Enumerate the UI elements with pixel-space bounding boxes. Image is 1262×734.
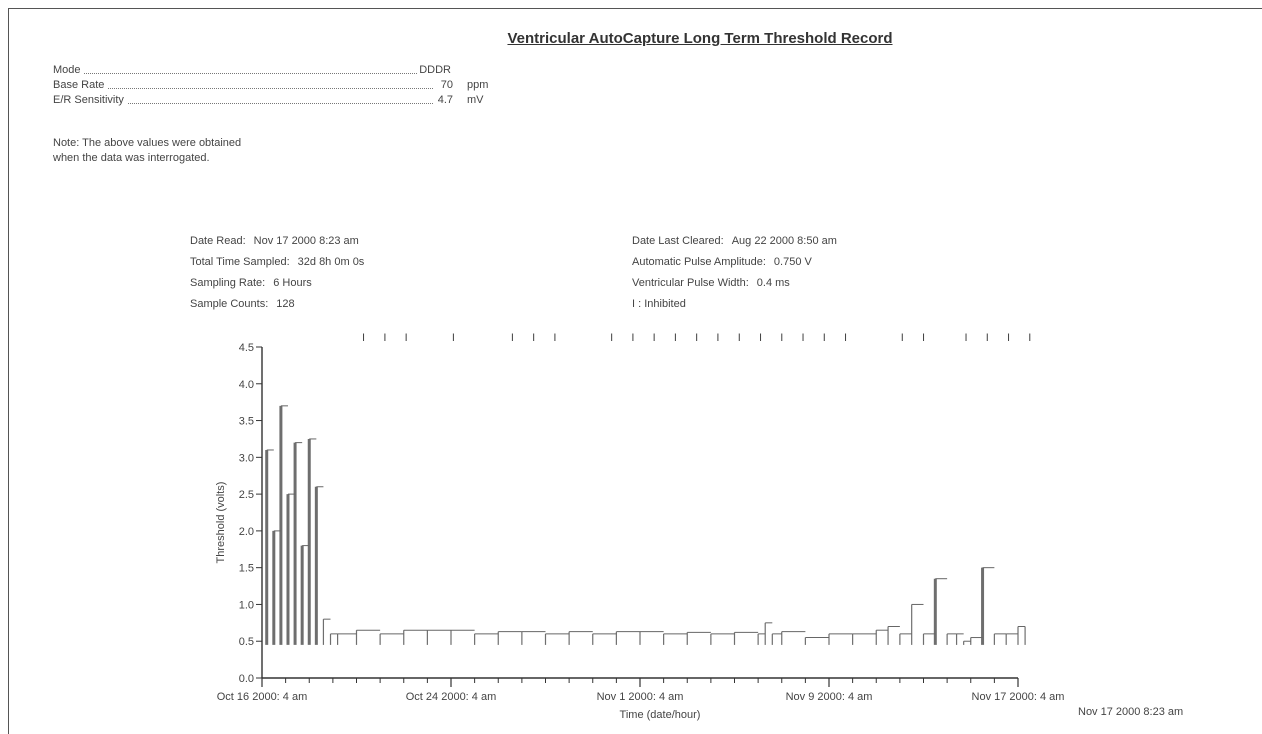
param-unit: ppm xyxy=(467,79,489,91)
inhibited-marker: I xyxy=(1007,332,1010,344)
inhibited-marker: I xyxy=(780,332,783,344)
info-left: Date Read: Nov 17 2000 8:23 am Total Time… xyxy=(190,231,364,315)
param-value: DDDR xyxy=(417,64,451,76)
info-row: Total Time Sampled: 32d 8h 0m 0s xyxy=(190,252,364,273)
x-tick-label: Oct 16 2000: 4 am xyxy=(217,691,308,703)
info-key: Date Read: xyxy=(190,235,246,247)
print-timestamp: Nov 17 2000 8:23 am xyxy=(1078,706,1184,718)
y-tick-label: 1.5 xyxy=(239,563,254,575)
inhibited-marker: I xyxy=(738,332,741,344)
inhibited-marker: I xyxy=(759,332,762,344)
info-row: Sampling Rate: 6 Hours xyxy=(190,273,364,294)
y-tick-label: 0.5 xyxy=(239,636,254,648)
inhibited-marker: I xyxy=(716,332,719,344)
leader-dots xyxy=(53,73,433,74)
info-value: 0.750 V xyxy=(773,256,812,268)
y-tick-label: 0.0 xyxy=(239,673,254,685)
inhibited-marker: I xyxy=(844,332,847,344)
y-axis-label: Threshold (volts) xyxy=(215,482,227,564)
info-key: I : Inhibited xyxy=(632,298,686,310)
leader-dots xyxy=(53,88,433,89)
inhibited-marker: I xyxy=(383,332,386,344)
leader-dots xyxy=(53,103,433,104)
note-line: Note: The above values were obtained xyxy=(53,137,242,149)
inhibited-marker: I xyxy=(922,332,925,344)
inhibited-marker: I xyxy=(452,332,455,344)
x-tick-label: Oct 24 2000: 4 am xyxy=(406,691,497,703)
info-row: Sample Counts: 128 xyxy=(190,294,364,315)
param-list: Mode DDDR Base Rate 70 ppm E/R Sensitivi… xyxy=(53,64,513,109)
note-line: when the data was interrogated. xyxy=(53,152,210,164)
info-key: Sample Counts: xyxy=(190,298,269,310)
inhibited-marker: I xyxy=(405,332,408,344)
inhibited-marker: I xyxy=(553,332,556,344)
y-tick-label: 4.5 xyxy=(239,342,254,354)
info-key: Automatic Pulse Amplitude: xyxy=(632,256,766,268)
param-value: 4.7 xyxy=(435,94,453,106)
info-key: Date Last Cleared: xyxy=(632,235,724,247)
info-row: I : Inhibited xyxy=(632,294,837,315)
info-value: 6 Hours xyxy=(273,277,312,289)
y-tick-label: 2.5 xyxy=(239,489,254,501)
report-frame xyxy=(8,8,1262,734)
inhibited-marker: I xyxy=(695,332,698,344)
param-row-base-rate: Base Rate 70 ppm xyxy=(53,79,513,94)
param-value: 70 xyxy=(438,79,453,91)
inhibited-marker: I xyxy=(964,332,967,344)
y-tick-label: 3.5 xyxy=(239,416,254,428)
inhibited-marker: I xyxy=(631,332,634,344)
inhibited-marker: I xyxy=(610,332,613,344)
x-axis-label: Time (date/hour) xyxy=(620,709,701,721)
param-name: E/R Sensitivity xyxy=(53,94,127,106)
info-row: Date Read: Nov 17 2000 8:23 am xyxy=(190,231,364,252)
info-value: Aug 22 2000 8:50 am xyxy=(731,235,837,247)
info-value: Nov 17 2000 8:23 am xyxy=(253,235,359,247)
info-row: Automatic Pulse Amplitude: 0.750 V xyxy=(632,252,837,273)
inhibited-marker: I xyxy=(532,332,535,344)
report-title: Ventricular AutoCapture Long Term Thresh… xyxy=(507,30,893,47)
info-value: 0.4 ms xyxy=(756,277,790,289)
inhibited-marker: I xyxy=(653,332,656,344)
note-text: Note: The above values were obtained whe… xyxy=(53,136,373,166)
inhibited-marker: I xyxy=(801,332,804,344)
x-tick-label: Nov 1 2000: 4 am xyxy=(597,691,684,703)
info-row: Date Last Cleared: Aug 22 2000 8:50 am xyxy=(632,231,837,252)
info-row: Ventricular Pulse Width: 0.4 ms xyxy=(632,273,837,294)
y-tick-label: 4.0 xyxy=(239,379,254,391)
info-key: Ventricular Pulse Width: xyxy=(632,277,749,289)
param-name: Mode xyxy=(53,64,84,76)
param-name: Base Rate xyxy=(53,79,108,91)
info-value: 128 xyxy=(276,298,295,310)
inhibited-marker: I xyxy=(362,332,365,344)
inhibited-marker: I xyxy=(674,332,677,344)
info-value: 32d 8h 0m 0s xyxy=(297,256,365,268)
info-right: Date Last Cleared: Aug 22 2000 8:50 am Au… xyxy=(632,231,837,315)
param-row-sensitivity: E/R Sensitivity 4.7 mV xyxy=(53,94,513,109)
y-tick-label: 1.0 xyxy=(239,599,254,611)
param-unit: mV xyxy=(467,94,484,106)
x-tick-label: Nov 17 2000: 4 am xyxy=(972,691,1065,703)
inhibited-marker: I xyxy=(1028,332,1031,344)
y-tick-label: 2.0 xyxy=(239,526,254,538)
inhibited-marker: I xyxy=(901,332,904,344)
y-tick-label: 3.0 xyxy=(239,452,254,464)
param-row-mode: Mode DDDR xyxy=(53,64,513,79)
inhibited-marker: I xyxy=(823,332,826,344)
info-key: Total Time Sampled: xyxy=(190,256,290,268)
inhibited-marker: I xyxy=(986,332,989,344)
info-key: Sampling Rate: xyxy=(190,277,266,289)
inhibited-marker: I xyxy=(511,332,514,344)
x-tick-label: Nov 9 2000: 4 am xyxy=(786,691,873,703)
